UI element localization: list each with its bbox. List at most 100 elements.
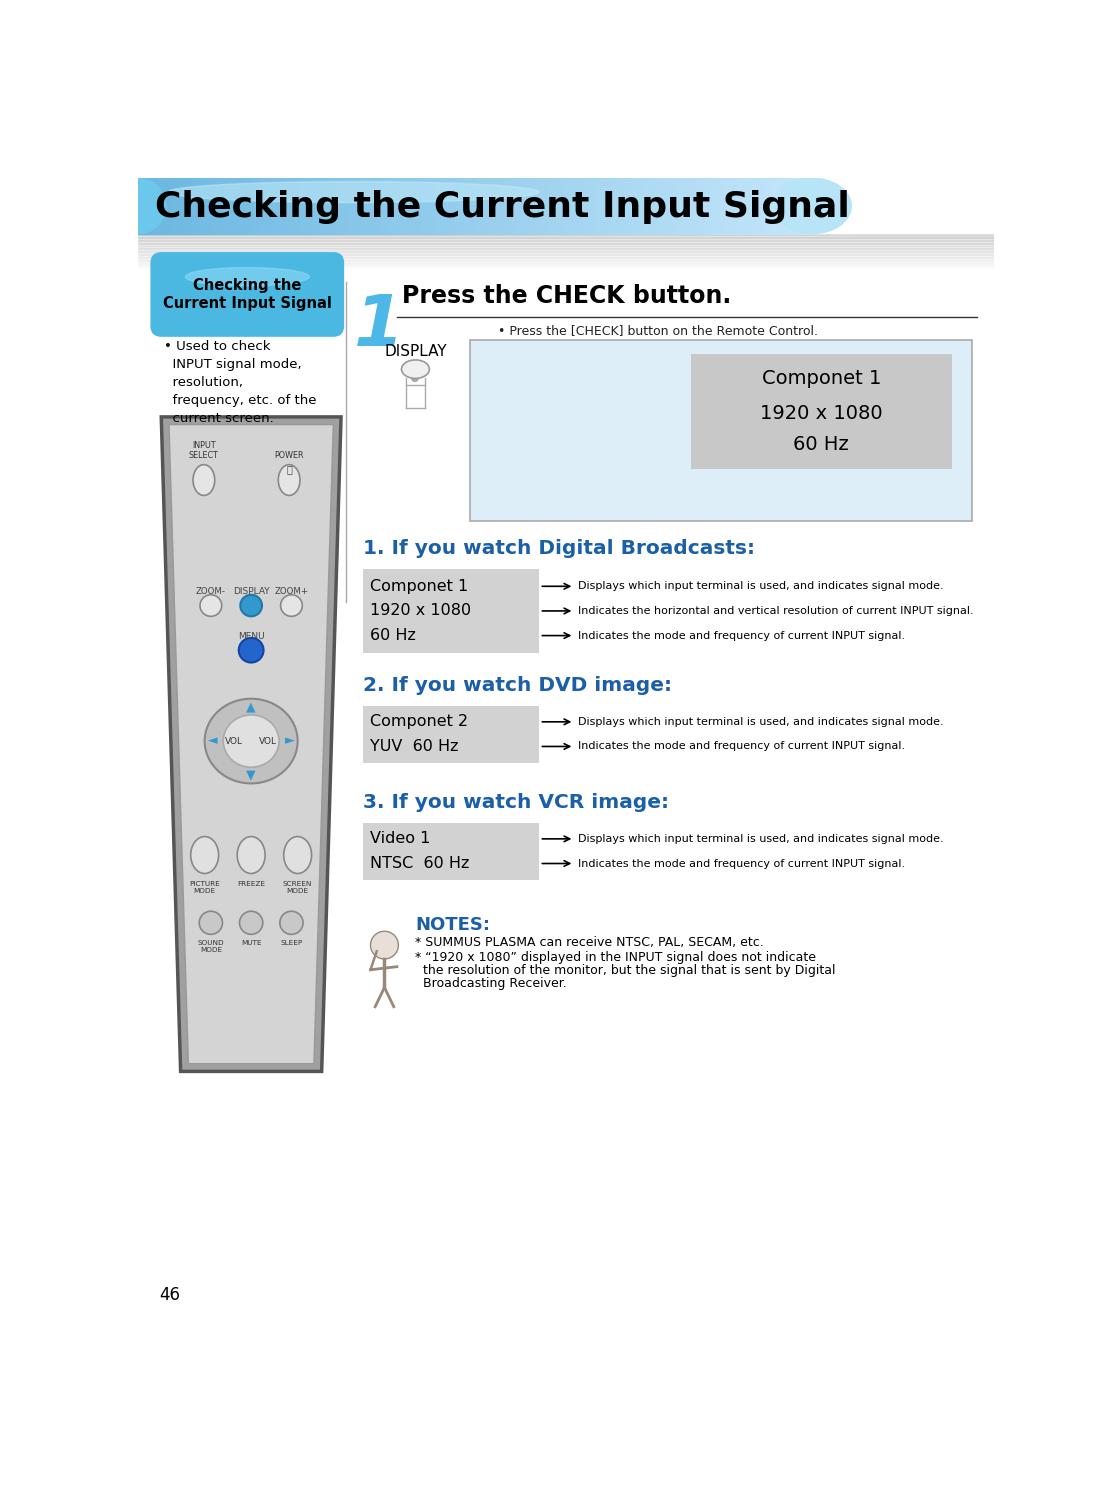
Text: Checking the
Current Input Signal: Checking the Current Input Signal bbox=[162, 278, 331, 310]
Text: SLEEP: SLEEP bbox=[280, 940, 302, 946]
Bar bbox=[461, 178, 469, 233]
Bar bbox=[368, 178, 374, 233]
Text: Componet 1: Componet 1 bbox=[371, 579, 469, 594]
Bar bbox=[516, 178, 523, 233]
Bar bbox=[442, 178, 449, 233]
Bar bbox=[758, 178, 766, 233]
Bar bbox=[792, 178, 799, 233]
Bar bbox=[138, 247, 994, 248]
Bar bbox=[664, 178, 671, 233]
Bar bbox=[138, 263, 994, 264]
Bar bbox=[361, 178, 368, 233]
Bar bbox=[509, 178, 517, 233]
Bar bbox=[138, 245, 994, 247]
Circle shape bbox=[279, 912, 304, 934]
Text: • Press the [CHECK] button on the Remote Control.: • Press the [CHECK] button on the Remote… bbox=[498, 325, 818, 337]
Text: VOL: VOL bbox=[225, 737, 243, 745]
Text: * “1920 x 1080” displayed in the INPUT signal does not indicate: * “1920 x 1080” displayed in the INPUT s… bbox=[415, 952, 817, 964]
Text: ZOOM+: ZOOM+ bbox=[275, 587, 308, 595]
Bar bbox=[691, 353, 952, 469]
Bar bbox=[172, 178, 179, 233]
Bar bbox=[138, 260, 994, 261]
Bar bbox=[164, 178, 172, 233]
Bar bbox=[481, 178, 489, 233]
Bar bbox=[138, 261, 994, 263]
Text: 60 Hz: 60 Hz bbox=[371, 628, 416, 643]
Text: • Used to check
  INPUT signal mode,
  resolution,
  frequency, etc. of the
  cu: • Used to check INPUT signal mode, resol… bbox=[164, 340, 317, 425]
Text: NOTES:: NOTES: bbox=[415, 916, 490, 934]
Bar bbox=[576, 178, 584, 233]
Bar bbox=[253, 178, 261, 233]
Bar bbox=[678, 178, 684, 233]
Text: Componet 2: Componet 2 bbox=[371, 714, 468, 729]
Circle shape bbox=[280, 595, 302, 616]
Bar bbox=[435, 178, 443, 233]
Bar bbox=[273, 178, 280, 233]
Bar bbox=[138, 255, 994, 257]
Bar bbox=[468, 178, 476, 233]
Text: ◄: ◄ bbox=[208, 735, 217, 747]
Text: Indicates the mode and frequency of current INPUT signal.: Indicates the mode and frequency of curr… bbox=[578, 858, 905, 869]
Text: POWER: POWER bbox=[275, 451, 304, 460]
Text: DISPLAY: DISPLAY bbox=[233, 587, 269, 595]
Bar bbox=[363, 707, 540, 763]
Bar bbox=[225, 178, 233, 233]
Bar bbox=[502, 178, 510, 233]
Bar bbox=[522, 178, 530, 233]
Bar bbox=[347, 178, 354, 233]
Text: Displays which input terminal is used, and indicates signal mode.: Displays which input terminal is used, a… bbox=[578, 835, 944, 843]
Ellipse shape bbox=[237, 836, 265, 873]
Bar bbox=[617, 178, 624, 233]
Bar bbox=[145, 178, 152, 233]
Bar bbox=[192, 178, 200, 233]
Text: Indicates the mode and frequency of current INPUT signal.: Indicates the mode and frequency of curr… bbox=[578, 631, 905, 640]
Ellipse shape bbox=[191, 836, 219, 873]
Ellipse shape bbox=[223, 714, 279, 768]
Text: Checking the Current Input Signal: Checking the Current Input Signal bbox=[155, 190, 850, 224]
Text: 1920 x 1080: 1920 x 1080 bbox=[760, 404, 882, 423]
Bar bbox=[637, 178, 645, 233]
Bar bbox=[489, 178, 496, 233]
Bar bbox=[785, 178, 793, 233]
Bar bbox=[765, 178, 773, 233]
Bar bbox=[199, 178, 206, 233]
Bar bbox=[630, 178, 638, 233]
Bar bbox=[233, 178, 240, 233]
Ellipse shape bbox=[168, 181, 539, 202]
Ellipse shape bbox=[185, 267, 309, 287]
Bar bbox=[644, 178, 651, 233]
Bar bbox=[583, 178, 591, 233]
Bar bbox=[448, 178, 456, 233]
Bar bbox=[212, 178, 220, 233]
Bar bbox=[691, 178, 699, 233]
Bar bbox=[300, 178, 307, 233]
Bar bbox=[138, 254, 994, 255]
Bar bbox=[185, 178, 193, 233]
Bar bbox=[138, 178, 146, 233]
Bar bbox=[138, 238, 994, 239]
Text: 1920 x 1080: 1920 x 1080 bbox=[371, 603, 471, 618]
Bar bbox=[799, 178, 806, 233]
Bar bbox=[704, 178, 712, 233]
Text: YUV  60 Hz: YUV 60 Hz bbox=[371, 740, 459, 754]
Circle shape bbox=[238, 639, 264, 662]
Bar bbox=[307, 178, 314, 233]
Ellipse shape bbox=[193, 465, 214, 496]
Bar bbox=[752, 178, 760, 233]
Ellipse shape bbox=[402, 359, 429, 379]
Bar bbox=[266, 178, 274, 233]
Ellipse shape bbox=[284, 836, 311, 873]
Text: SCREEN
MODE: SCREEN MODE bbox=[283, 881, 312, 894]
Ellipse shape bbox=[773, 178, 851, 233]
Bar bbox=[151, 178, 159, 233]
Circle shape bbox=[241, 595, 262, 616]
Bar bbox=[428, 178, 435, 233]
Bar bbox=[542, 178, 550, 233]
Bar bbox=[670, 178, 678, 233]
Bar bbox=[286, 178, 294, 233]
Bar bbox=[806, 178, 813, 233]
Bar bbox=[388, 178, 395, 233]
Bar bbox=[475, 178, 482, 233]
Bar bbox=[718, 178, 725, 233]
Text: SOUND
MODE: SOUND MODE bbox=[198, 940, 224, 953]
